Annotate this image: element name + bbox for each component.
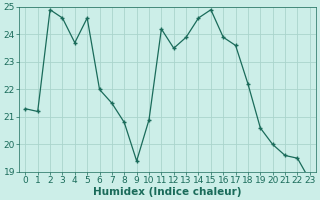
X-axis label: Humidex (Indice chaleur): Humidex (Indice chaleur) xyxy=(93,187,242,197)
